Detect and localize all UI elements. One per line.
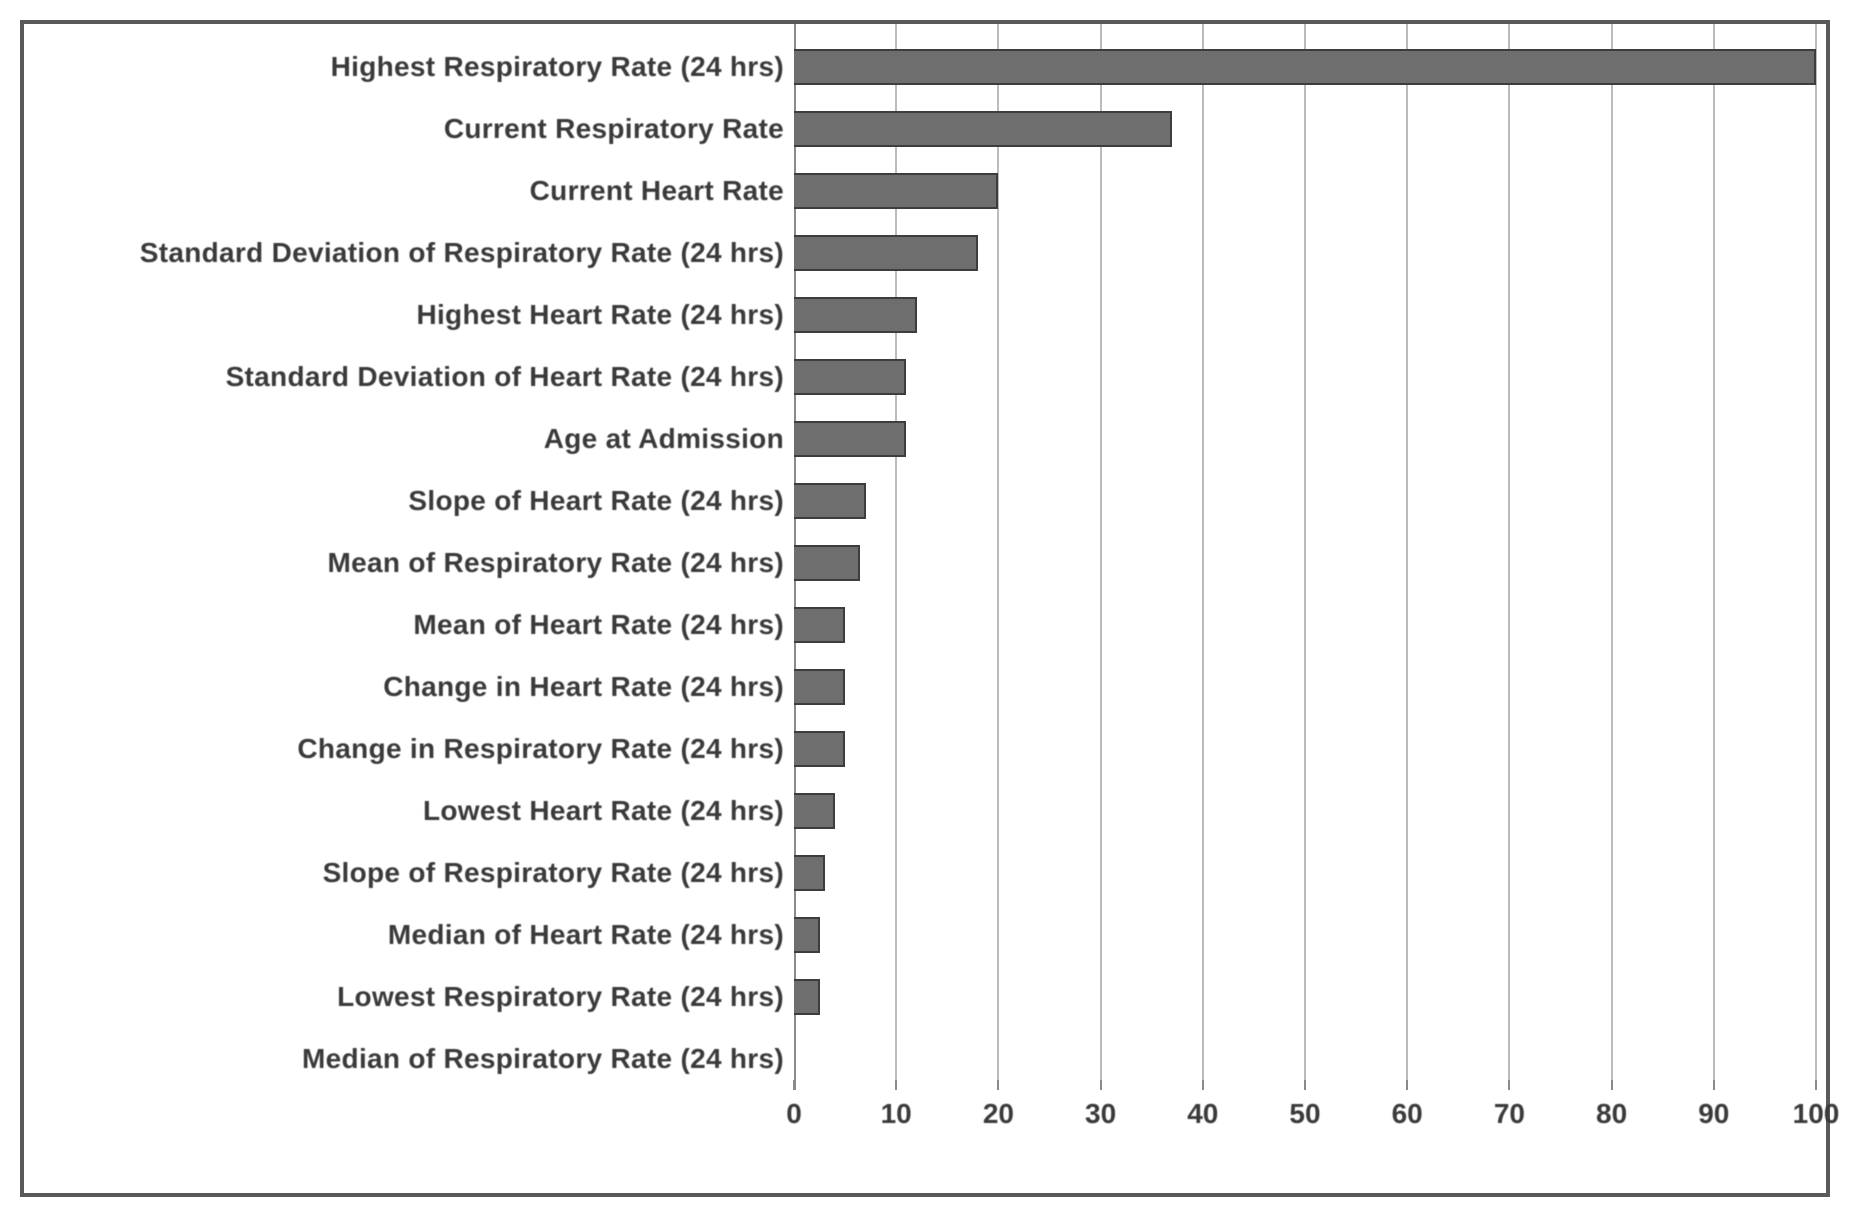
bar-track — [794, 408, 1816, 470]
x-tick-mark — [1508, 1080, 1510, 1090]
bar — [794, 669, 845, 705]
category-label: Standard Deviation of Respiratory Rate (… — [24, 237, 794, 269]
bar-row: Mean of Respiratory Rate (24 hrs) — [24, 532, 1826, 594]
x-tick-mark — [997, 1080, 999, 1090]
plot-area: Highest Respiratory Rate (24 hrs) Current… — [24, 24, 1826, 1090]
bar-row: Current Heart Rate — [24, 160, 1826, 222]
bar-track — [794, 594, 1816, 656]
bar-track — [794, 470, 1816, 532]
bar-track — [794, 780, 1816, 842]
bar — [794, 49, 1816, 85]
category-label: Median of Heart Rate (24 hrs) — [24, 919, 794, 951]
bar-track — [794, 842, 1816, 904]
bar — [794, 359, 906, 395]
category-label: Mean of Heart Rate (24 hrs) — [24, 609, 794, 641]
bar-row: Current Respiratory Rate — [24, 98, 1826, 160]
bar-track — [794, 718, 1816, 780]
x-tick-mark — [895, 1080, 897, 1090]
category-label: Highest Heart Rate (24 hrs) — [24, 299, 794, 331]
x-axis-spacer — [24, 1090, 794, 1150]
bar-track — [794, 284, 1816, 346]
x-tick-mark — [1611, 1080, 1613, 1090]
bar — [794, 173, 998, 209]
bar-row: Age at Admission — [24, 408, 1826, 470]
bar-row: Change in Heart Rate (24 hrs) — [24, 656, 1826, 718]
category-label: Lowest Respiratory Rate (24 hrs) — [24, 981, 794, 1013]
category-label: Mean of Respiratory Rate (24 hrs) — [24, 547, 794, 579]
bar-row: Median of Respiratory Rate (24 hrs) — [24, 1028, 1826, 1090]
category-label: Change in Respiratory Rate (24 hrs) — [24, 733, 794, 765]
x-tick-label: 20 — [983, 1098, 1014, 1130]
x-tick-mark — [1202, 1080, 1204, 1090]
x-tick-label: 60 — [1392, 1098, 1423, 1130]
bar-track — [794, 98, 1816, 160]
bar-row: Change in Respiratory Rate (24 hrs) — [24, 718, 1826, 780]
bar-row: Standard Deviation of Respiratory Rate (… — [24, 222, 1826, 284]
category-label: Age at Admission — [24, 423, 794, 455]
bar-row: Highest Heart Rate (24 hrs) — [24, 284, 1826, 346]
bar — [794, 111, 1172, 147]
x-tick-label: 100 — [1793, 1098, 1840, 1130]
bar — [794, 731, 845, 767]
bar — [794, 235, 978, 271]
x-tick-label: 30 — [1085, 1098, 1116, 1130]
category-label: Median of Respiratory Rate (24 hrs) — [24, 1043, 794, 1075]
x-tick-label: 90 — [1698, 1098, 1729, 1130]
bar-track — [794, 966, 1816, 1028]
category-label: Standard Deviation of Heart Rate (24 hrs… — [24, 361, 794, 393]
category-label: Change in Heart Rate (24 hrs) — [24, 671, 794, 703]
bar-row: Slope of Respiratory Rate (24 hrs) — [24, 842, 1826, 904]
category-label: Current Heart Rate — [24, 175, 794, 207]
x-tick-mark — [1713, 1080, 1715, 1090]
bar-track — [794, 36, 1816, 98]
bar — [794, 793, 835, 829]
x-tick-label: 10 — [881, 1098, 912, 1130]
category-label: Current Respiratory Rate — [24, 113, 794, 145]
bar — [794, 979, 820, 1015]
bar — [794, 607, 845, 643]
x-tick-mark — [1100, 1080, 1102, 1090]
x-tick-label: 70 — [1494, 1098, 1525, 1130]
bar-row: Median of Heart Rate (24 hrs) — [24, 904, 1826, 966]
bar-track — [794, 904, 1816, 966]
bar-row: Slope of Heart Rate (24 hrs) — [24, 470, 1826, 532]
x-tick-mark — [1815, 1080, 1817, 1090]
category-label: Lowest Heart Rate (24 hrs) — [24, 795, 794, 827]
category-label: Highest Respiratory Rate (24 hrs) — [24, 51, 794, 83]
bar — [794, 297, 917, 333]
x-axis: 0102030405060708090100 — [24, 1090, 1826, 1150]
category-label: Slope of Respiratory Rate (24 hrs) — [24, 857, 794, 889]
bar-row: Standard Deviation of Heart Rate (24 hrs… — [24, 346, 1826, 408]
bar — [794, 855, 825, 891]
x-tick-mark — [793, 1080, 795, 1090]
bar-row: Mean of Heart Rate (24 hrs) — [24, 594, 1826, 656]
bar — [794, 917, 820, 953]
x-tick-label: 50 — [1289, 1098, 1320, 1130]
x-tick-mark — [1406, 1080, 1408, 1090]
bar-row: Lowest Heart Rate (24 hrs) — [24, 780, 1826, 842]
x-axis-track: 0102030405060708090100 — [794, 1090, 1816, 1150]
bar-track — [794, 160, 1816, 222]
category-label: Slope of Heart Rate (24 hrs) — [24, 485, 794, 517]
chart-container: Highest Respiratory Rate (24 hrs) Current… — [20, 20, 1830, 1197]
bar-row: Lowest Respiratory Rate (24 hrs) — [24, 966, 1826, 1028]
bar-rows: Highest Respiratory Rate (24 hrs) Current… — [24, 36, 1826, 1090]
x-tick-label: 0 — [786, 1098, 802, 1130]
x-tick-label: 40 — [1187, 1098, 1218, 1130]
bar-row: Highest Respiratory Rate (24 hrs) — [24, 36, 1826, 98]
bar-track — [794, 532, 1816, 594]
bar — [794, 421, 906, 457]
x-tick-label: 80 — [1596, 1098, 1627, 1130]
bar — [794, 483, 866, 519]
bar — [794, 545, 860, 581]
x-tick-mark — [1304, 1080, 1306, 1090]
bar-track — [794, 346, 1816, 408]
bar-track — [794, 222, 1816, 284]
bar-track — [794, 656, 1816, 718]
